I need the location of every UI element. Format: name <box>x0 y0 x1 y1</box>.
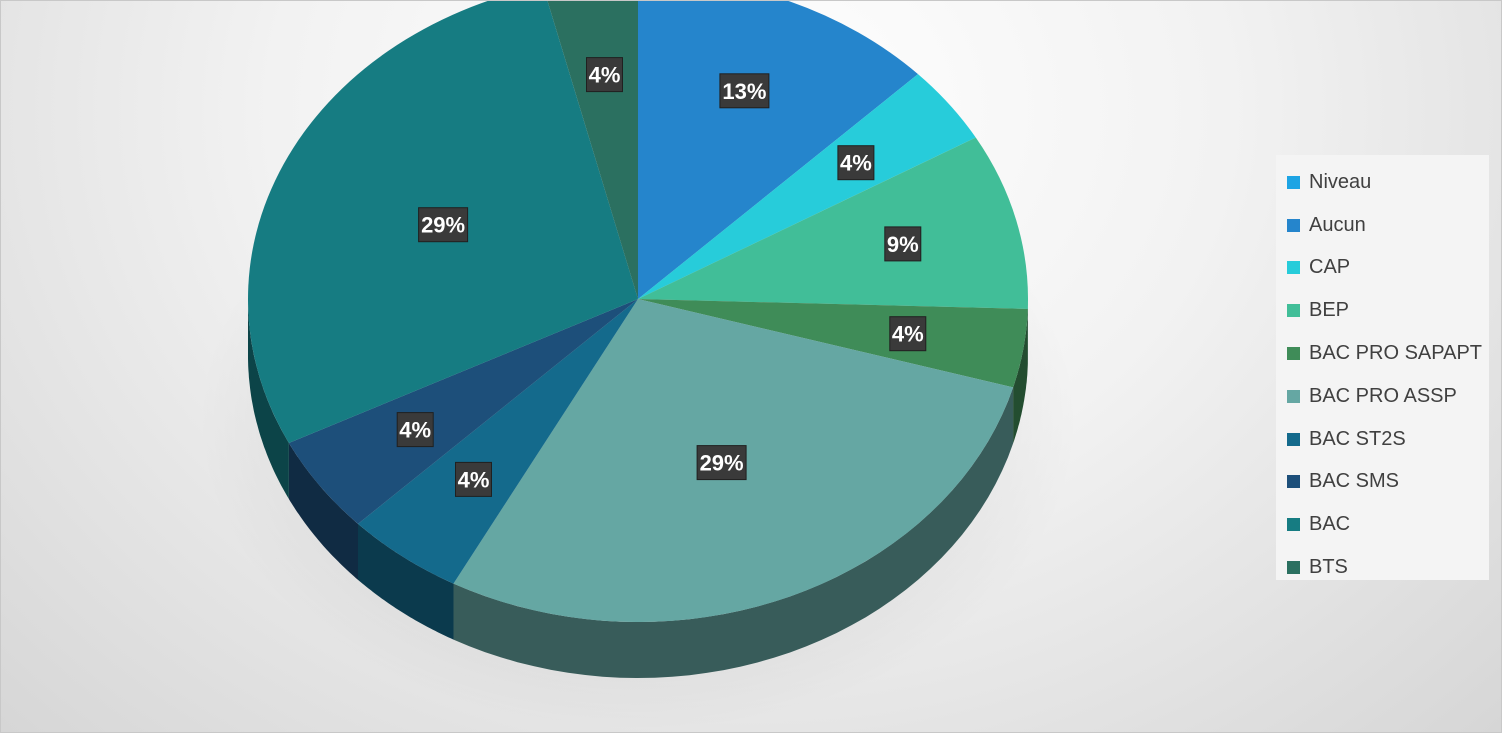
legend-item-aucun: Aucun <box>1276 204 1489 247</box>
legend-label: BAC PRO ASSP <box>1309 385 1457 408</box>
legend-label: BTS <box>1309 556 1348 579</box>
legend-item-bep: BEP <box>1276 289 1489 332</box>
legend-item-bac-st2s: BAC ST2S <box>1276 418 1489 461</box>
data-label-bac-sms: 4% <box>397 413 433 447</box>
data-label-aucun: 13% <box>720 74 769 108</box>
legend-swatch <box>1287 561 1300 574</box>
legend-swatch <box>1287 433 1300 446</box>
legend-label: BAC ST2S <box>1309 428 1406 451</box>
legend-item-bac: BAC <box>1276 503 1489 546</box>
data-label-text: 29% <box>700 451 744 476</box>
data-label-text: 4% <box>399 418 431 443</box>
legend-label: Aucun <box>1309 214 1366 237</box>
legend-swatch <box>1287 219 1300 232</box>
data-label-bac-pro-assp: 29% <box>697 446 746 480</box>
legend: Niveau Aucun CAP BEP BAC PRO SAPAPT BAC PRO A… <box>1276 155 1489 580</box>
legend-label: CAP <box>1309 256 1350 279</box>
legend-swatch <box>1287 475 1300 488</box>
legend-label: BAC <box>1309 513 1350 536</box>
data-label-text: 9% <box>887 232 919 257</box>
legend-label: BAC SMS <box>1309 470 1399 493</box>
legend-swatch <box>1287 347 1300 360</box>
data-label-bac-pro-sapapt: 4% <box>890 317 926 351</box>
legend-item-bts: BTS <box>1276 546 1489 589</box>
data-label-cap: 4% <box>838 146 874 180</box>
legend-label: BEP <box>1309 299 1349 322</box>
data-label-text: 4% <box>840 151 872 176</box>
legend-item-bac-sms: BAC SMS <box>1276 461 1489 504</box>
data-label-bts: 4% <box>587 58 623 92</box>
legend-item-niveau: Niveau <box>1276 161 1489 204</box>
legend-item-cap: CAP <box>1276 247 1489 290</box>
data-label-bac-st2s: 4% <box>456 462 492 496</box>
pie-top-layer <box>248 1 1028 622</box>
data-label-text: 4% <box>892 322 924 347</box>
legend-swatch <box>1287 518 1300 531</box>
data-label-text: 13% <box>722 79 766 104</box>
legend-swatch <box>1287 304 1300 317</box>
legend-swatch <box>1287 390 1300 403</box>
data-label-bac: 29% <box>419 208 468 242</box>
data-label-text: 4% <box>458 467 490 492</box>
legend-item-bac-pro-sapapt: BAC PRO SAPAPT <box>1276 332 1489 375</box>
legend-swatch <box>1287 176 1300 189</box>
legend-swatch <box>1287 261 1300 274</box>
data-label-text: 29% <box>421 213 465 238</box>
legend-label: Niveau <box>1309 171 1371 194</box>
legend-item-bac-pro-assp: BAC PRO ASSP <box>1276 375 1489 418</box>
legend-label: BAC PRO SAPAPT <box>1309 342 1482 365</box>
data-label-bep: 9% <box>885 227 921 261</box>
data-label-text: 4% <box>589 63 621 88</box>
